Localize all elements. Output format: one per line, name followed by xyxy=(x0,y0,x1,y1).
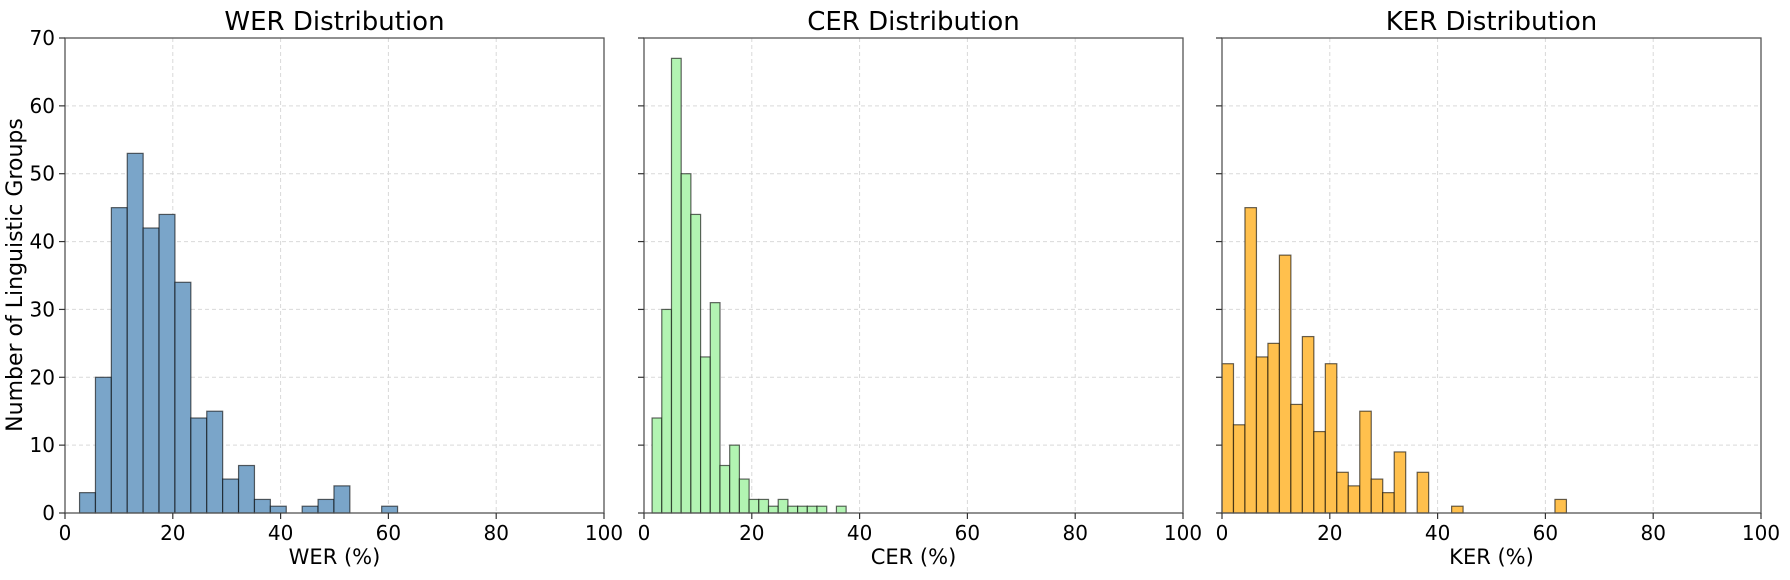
histogram-bar xyxy=(1451,505,1464,514)
y-tick-label: 60 xyxy=(30,94,55,118)
histogram-bar xyxy=(1313,430,1326,514)
histogram-bar xyxy=(253,498,271,514)
histogram-bar xyxy=(1278,254,1292,514)
histogram-bar xyxy=(1232,424,1246,514)
x-axis-label: KER (%) xyxy=(1449,545,1534,569)
histogram-bar xyxy=(317,498,335,514)
x-tick-label: 40 xyxy=(268,521,293,545)
x-tick-label: 40 xyxy=(1425,521,1450,545)
histogram-bar xyxy=(1554,498,1568,514)
histogram-bar xyxy=(1301,335,1315,514)
x-tick-label: 60 xyxy=(955,521,980,545)
chart-title: KER Distribution xyxy=(1386,7,1598,37)
histogram-bar xyxy=(1244,207,1258,514)
histogram-bar xyxy=(206,410,224,514)
x-axis-label: WER (%) xyxy=(289,545,381,569)
x-tick-label: 40 xyxy=(847,521,872,545)
x-tick-label: 0 xyxy=(59,521,72,545)
histogram-bar xyxy=(651,417,663,514)
histogram-bar xyxy=(333,485,351,514)
histogram-bar xyxy=(1324,363,1338,514)
wer-histogram-panel: 0 20 40 60 80 100 0 10 20 30 40 50 60 70 WER Distribut… xyxy=(30,7,624,569)
histogram-bar xyxy=(1370,478,1384,514)
x-tick-label: 80 xyxy=(1062,521,1087,545)
histogram-bar xyxy=(1393,451,1407,514)
y-tick-label: 30 xyxy=(30,297,55,321)
x-tick-label: 60 xyxy=(376,521,401,545)
x-axis-label: CER (%) xyxy=(871,545,957,569)
histogram-bar xyxy=(1359,410,1372,514)
histogram-bar xyxy=(738,478,750,514)
histogram-bar xyxy=(719,464,731,514)
histogram-bar xyxy=(777,498,789,514)
x-tick-label: 20 xyxy=(160,521,185,545)
histogram-bar xyxy=(78,492,97,514)
histogram-bar xyxy=(1221,363,1235,514)
histogram-bar xyxy=(835,505,847,514)
axes-frame xyxy=(64,37,605,514)
histogram-bar xyxy=(787,505,799,514)
histogram-bar xyxy=(142,227,160,514)
x-tick-label: 20 xyxy=(1317,521,1342,545)
x-tick-label: 100 xyxy=(585,521,623,545)
x-tick-label: 60 xyxy=(1533,521,1558,545)
histogram-bar xyxy=(816,505,828,514)
histogram-bar xyxy=(680,173,692,514)
x-tick-label: 100 xyxy=(1742,521,1780,545)
axes-frame xyxy=(643,37,1184,514)
histogram-bar xyxy=(699,356,711,514)
histogram-bar xyxy=(1267,342,1281,514)
histogram-bar xyxy=(670,57,682,514)
histogram-bar xyxy=(767,505,779,514)
histogram-bar xyxy=(797,505,808,514)
x-tick-label: 0 xyxy=(1216,521,1229,545)
x-tick-label: 100 xyxy=(1164,521,1202,545)
histogram-bar xyxy=(758,498,770,514)
chart-title: WER Distribution xyxy=(224,7,444,37)
histogram-bar xyxy=(110,207,128,514)
histogram-bar xyxy=(1290,403,1303,514)
x-tick-label: 80 xyxy=(483,521,508,545)
histogram-bar xyxy=(174,281,192,514)
ker-histogram-panel: 0 20 40 60 80 100 KER Distribution KER (%) xyxy=(1216,7,1780,569)
histogram-bar xyxy=(1336,471,1349,514)
y-axis-label: Number of Linguistic Groups xyxy=(3,118,28,432)
y-tick-label: 10 xyxy=(30,433,55,457)
y-tick-label: 40 xyxy=(30,230,55,254)
x-tick-label: 80 xyxy=(1640,521,1665,545)
histogram-bar xyxy=(158,213,176,514)
axes-frame xyxy=(1221,37,1762,514)
histogram-bar xyxy=(1347,485,1361,514)
histogram-bar xyxy=(748,498,760,514)
histogram-bar xyxy=(729,444,741,514)
y-tick-label: 20 xyxy=(30,365,55,389)
histogram-bar xyxy=(709,302,721,514)
histogram-bar xyxy=(237,464,256,514)
histogram-bar xyxy=(301,505,319,514)
chart-title: CER Distribution xyxy=(807,7,1020,37)
histogram-bar xyxy=(1382,492,1395,514)
histogram-bar xyxy=(690,213,702,514)
y-tick-label: 0 xyxy=(42,501,55,525)
histogram-bar xyxy=(661,308,673,514)
histogram-bar xyxy=(269,505,287,514)
x-tick-label: 20 xyxy=(739,521,764,545)
y-tick-label: 70 xyxy=(30,26,55,50)
x-tick-label: 0 xyxy=(638,521,651,545)
histogram-bar xyxy=(94,376,112,514)
cer-histogram-panel: 0 20 40 60 80 100 CER Distribution CER (%) xyxy=(638,7,1202,569)
y-tick-label: 50 xyxy=(30,162,55,186)
histogram-bar xyxy=(1255,356,1269,514)
histogram-bar xyxy=(222,478,240,514)
histogram-bar xyxy=(190,417,208,514)
histogram-bar xyxy=(1416,471,1430,514)
histogram-bar xyxy=(806,505,818,514)
histogram-bar xyxy=(381,505,399,514)
histogram-bar xyxy=(126,152,144,514)
